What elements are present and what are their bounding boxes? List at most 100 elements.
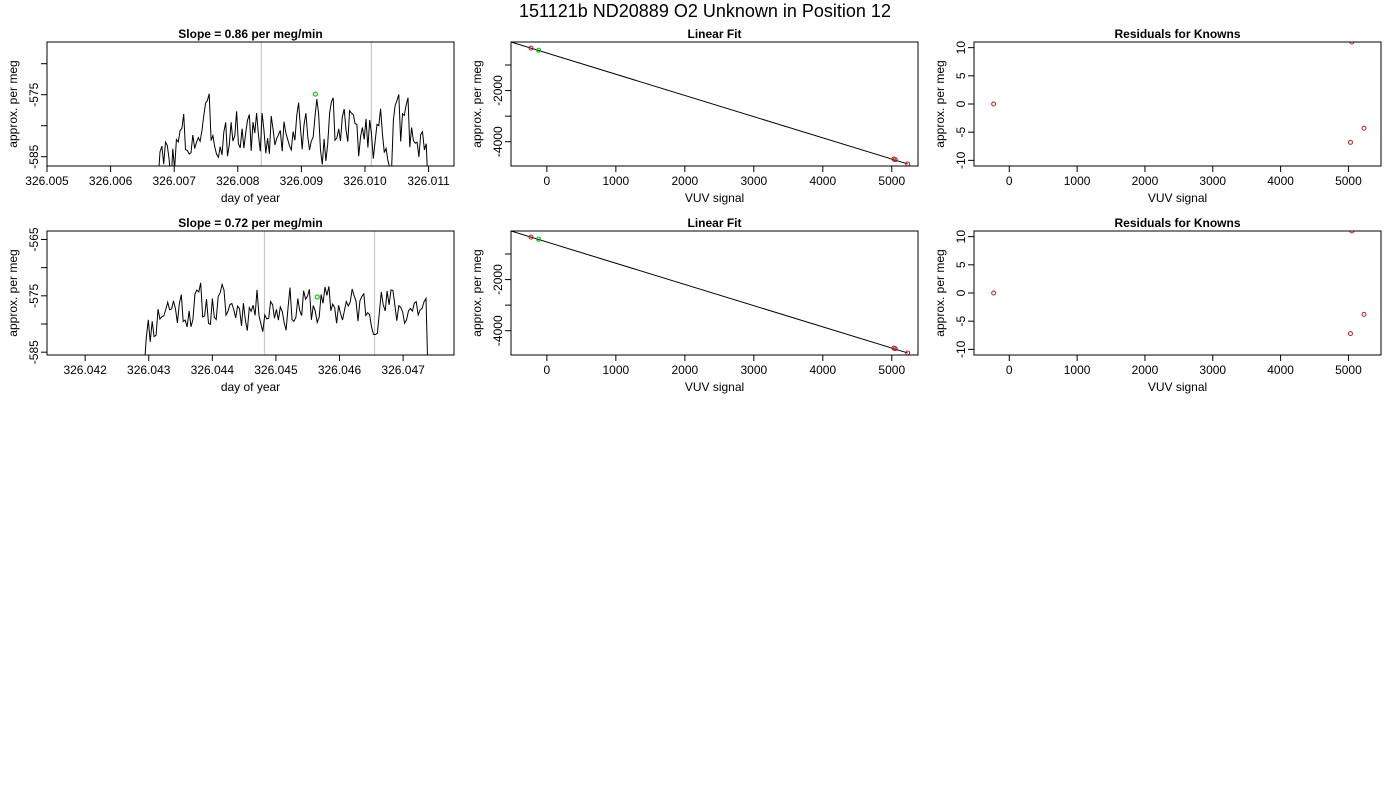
fit-line [511, 42, 908, 165]
x-axis-label: VUV signal [685, 380, 744, 394]
plot-frame [973, 230, 1382, 356]
x-tick-label: 1000 [603, 174, 630, 188]
x-tick-label: 2000 [671, 174, 698, 188]
y-axis-label: approx. per meg [470, 60, 484, 147]
x-tick-label: 0 [544, 363, 551, 377]
unknown-point [535, 47, 542, 53]
residual-point [1361, 311, 1367, 317]
y-tick-label: -575 [27, 82, 41, 106]
plot-area [511, 42, 911, 166]
y-tick-label: -4000 [491, 126, 505, 157]
x-tick-label: 326.044 [191, 363, 235, 377]
x-tick-label: 4000 [1267, 174, 1294, 188]
x-axis-label: day of year [221, 380, 280, 394]
page-title: 151121b ND20889 O2 Unknown in Position 1… [519, 1, 891, 21]
chart-panel-3: Residuals for Knowns 0 1000 2000 3000 4000 500… [933, 27, 1382, 205]
x-tick-label: 5000 [1335, 174, 1362, 188]
fit-line [511, 231, 908, 354]
known-point [528, 234, 534, 240]
x-tick-label: 0 [1006, 174, 1013, 188]
x-tick-label: 5000 [1335, 363, 1362, 377]
plot-area [991, 42, 1367, 145]
x-tick-label: 326.045 [254, 363, 298, 377]
residual-point [1347, 139, 1353, 145]
x-tick-label: 1000 [603, 363, 630, 377]
y-tick-label: -5 [954, 316, 968, 327]
x-axis-label: VUV signal [1148, 191, 1207, 205]
unknown-point [535, 236, 542, 242]
chart-panel-1: Slope = 0.86 per meg/min 326.005 326.006 32… [6, 27, 455, 205]
y-tick-label: 10 [954, 230, 968, 244]
x-tick-label: 1000 [1064, 363, 1091, 377]
unknown-marker [314, 294, 320, 300]
x-tick-label: 5000 [878, 363, 905, 377]
chart-panel-4: Slope = 0.72 per meg/min 326.042 326.043 32… [6, 216, 455, 394]
y-tick-label: -4000 [491, 315, 505, 346]
x-tick-label: 326.008 [216, 174, 260, 188]
plot-area [991, 231, 1367, 337]
panel-title: Slope = 0.86 per meg/min [178, 27, 322, 41]
x-tick-label: 3000 [740, 363, 767, 377]
y-tick-label: 5 [954, 72, 968, 79]
x-tick-label: 326.006 [89, 174, 133, 188]
known-point [892, 346, 898, 352]
x-axis-label: VUV signal [685, 191, 744, 205]
x-tick-label: 326.011 [407, 174, 450, 188]
plot-area [158, 42, 428, 166]
chart-panel-5: Linear Fit 0 1000 2000 3000 4000 5000 -2000 -400… [470, 216, 919, 394]
plot-frame [510, 41, 919, 167]
plot-area [144, 231, 428, 355]
x-tick-label: 4000 [1267, 363, 1294, 377]
x-tick-label: 3000 [1199, 363, 1226, 377]
x-tick-label: 326.009 [280, 174, 324, 188]
y-tick-label: 0 [954, 100, 968, 107]
residual-point [991, 101, 997, 107]
residual-point [991, 290, 997, 296]
residual-point [1349, 231, 1355, 234]
y-tick-label: -575 [27, 283, 41, 307]
y-tick-label: -565 [27, 227, 41, 251]
x-tick-label: 326.005 [25, 174, 69, 188]
x-tick-label: 0 [1006, 363, 1013, 377]
x-tick-label: 4000 [809, 174, 836, 188]
chart-panel-2: Linear Fit 0 1000 2000 3000 4000 5000 -2000 -400… [470, 27, 919, 205]
residual-point [1361, 125, 1367, 131]
y-tick-label: 5 [954, 261, 968, 268]
x-tick-label: 2000 [1132, 174, 1159, 188]
x-tick-label: 5000 [878, 174, 905, 188]
unknown-marker [312, 91, 318, 97]
x-tick-label: 326.010 [343, 174, 387, 188]
x-axis-label: day of year [221, 191, 280, 205]
residual-point [1347, 331, 1353, 337]
plot-area [511, 231, 911, 355]
y-tick-label: -2000 [491, 264, 505, 295]
panel-title: Linear Fit [687, 216, 741, 230]
x-tick-label: 4000 [809, 363, 836, 377]
known-point [528, 45, 534, 51]
series-trace [158, 93, 428, 166]
x-tick-label: 326.042 [63, 363, 107, 377]
panel-title: Linear Fit [687, 27, 741, 41]
plot-frame [46, 230, 455, 356]
residual-point [1349, 42, 1355, 45]
plot-frame [973, 41, 1382, 167]
plot-frame [46, 41, 455, 167]
panel-title: Residuals for Knowns [1114, 216, 1240, 230]
x-tick-label: 326.047 [381, 363, 425, 377]
y-tick-label: -585 [27, 340, 41, 364]
x-tick-label: 2000 [671, 363, 698, 377]
y-tick-label: -585 [27, 144, 41, 168]
known-point [892, 157, 898, 163]
x-tick-label: 326.046 [318, 363, 362, 377]
x-tick-label: 326.043 [127, 363, 171, 377]
chart-panel-6: Residuals for Knowns 0 1000 2000 3000 4000 500… [933, 216, 1382, 394]
y-tick-label: 0 [954, 289, 968, 296]
x-tick-label: 3000 [1199, 174, 1226, 188]
y-axis-label: approx. per meg [933, 60, 947, 147]
panel-title: Residuals for Knowns [1114, 27, 1240, 41]
y-axis-label: approx. per meg [933, 249, 947, 336]
y-tick-label: 10 [954, 41, 968, 55]
x-tick-label: 3000 [740, 174, 767, 188]
x-tick-label: 326.007 [152, 174, 196, 188]
